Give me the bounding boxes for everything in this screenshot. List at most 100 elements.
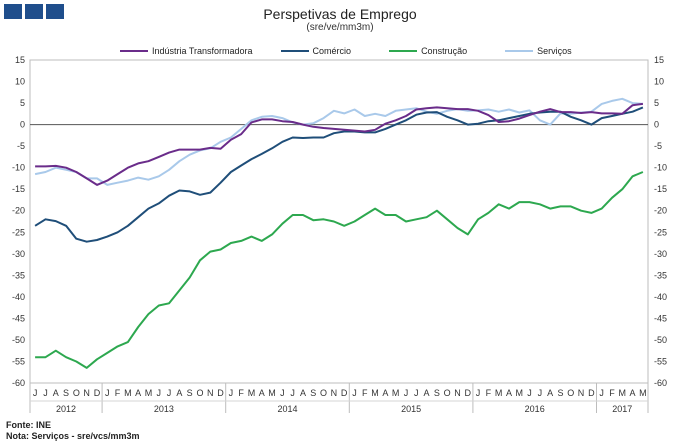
legend-label: Serviços [537,46,572,56]
y-tick-label-right: -20 [654,206,667,216]
y-tick-label-left: 5 [20,98,25,108]
y-tick-label-right: -10 [654,163,667,173]
x-month-label: N [207,388,214,398]
x-month-label: J [43,388,48,398]
x-month-label: A [176,388,182,398]
y-tick-label-left: -50 [12,335,25,345]
y-tick-label-left: -5 [17,141,25,151]
footnote: Nota: Serviços - sre/vcs/mm3m [6,431,140,441]
y-tick-label-right: -25 [654,227,667,237]
x-month-label: M [619,388,627,398]
x-month-label: F [609,388,615,398]
y-tick-label-right: -5 [654,141,662,151]
x-month-label: S [187,388,193,398]
y-tick-label-left: -60 [12,378,25,388]
x-month-label: A [382,388,388,398]
legend-item: Serviços [505,46,572,56]
legend-item: Comércio [280,46,351,56]
y-tick-label-left: -40 [12,292,25,302]
x-month-label: A [424,388,430,398]
series-line [34,97,643,186]
x-year-label: 2017 [612,404,632,414]
y-tick-label-right: -35 [654,270,667,280]
y-tick-label-left: -25 [12,227,25,237]
x-month-label: S [63,388,69,398]
y-tick-label-right: -55 [654,356,667,366]
x-month-label: M [268,388,276,398]
y-tick-label-right: -45 [654,313,667,323]
legend-label: Indústria Transformadora [152,46,253,56]
x-month-label: O [73,388,80,398]
header-block [25,4,43,19]
y-tick-label-left: -35 [12,270,25,280]
x-year-label: 2015 [401,404,421,414]
plot-frame [29,59,649,384]
legend: Indústria Transformadora Comércio Constr… [120,46,572,56]
series-line [35,102,644,186]
x-month-label: N [331,388,338,398]
x-month-label: M [639,388,647,398]
x-month-label: M [392,388,400,398]
y-tick-label-right: 10 [654,77,664,87]
header-block [4,4,22,19]
x-month-label: O [444,388,451,398]
x-month-label: O [320,388,327,398]
y-tick-label-left: -45 [12,313,25,323]
x-month-label: A [506,388,512,398]
chart-subtitle: (sre/ve/mm3m) [306,22,374,33]
x-month-label: M [145,388,153,398]
legend-swatch [120,50,148,52]
legend-swatch [505,50,534,52]
x-month-label: J [229,388,234,398]
y-tick-label-right: 0 [654,120,659,130]
source-note: Fonte: INE [6,420,51,430]
y-tick-label-left: -15 [12,184,25,194]
chart-title: Perspetivas de Emprego [263,6,417,22]
y-tick-label-right: -30 [654,249,667,259]
x-month-label: J [280,388,285,398]
x-month-label: M [516,388,524,398]
x-month-label: S [434,388,440,398]
legend-swatch [389,50,418,52]
x-month-label: F [238,388,244,398]
legend-item: Indústria Transformadora [120,46,253,56]
x-month-label: A [259,388,265,398]
x-year-label: 2014 [277,404,297,414]
y-tick-label-left: -30 [12,249,25,259]
x-month-label: F [362,388,368,398]
x-year-label: 2012 [56,404,76,414]
x-month-label: N [454,388,461,398]
x-month-label: J [404,388,409,398]
x-month-label: M [495,388,503,398]
x-month-label: J [414,388,419,398]
legend-item: Construção [389,46,467,56]
legend-swatch [280,50,309,52]
header-block [46,4,64,19]
x-month-label: A [547,388,553,398]
x-month-label: A [53,388,59,398]
y-tick-label-right: -15 [654,184,667,194]
y-tick-label-left: 0 [20,120,25,130]
x-month-label: J [157,388,162,398]
x-month-label: D [94,388,101,398]
x-month-label: J [476,388,481,398]
x-month-label: J [290,388,295,398]
x-month-label: D [588,388,595,398]
legend-label: Construção [421,46,468,56]
x-month-label: D [341,388,348,398]
y-tick-label-right: -50 [654,335,667,345]
x-year-label: 2016 [525,404,545,414]
x-month-label: J [538,388,543,398]
x-month-label: S [310,388,316,398]
y-tick-label-left: -55 [12,356,25,366]
y-tick-label-right: -60 [654,378,667,388]
x-month-label: J [33,388,38,398]
y-tick-label-left: -20 [12,206,25,216]
x-month-label: J [352,388,357,398]
x-month-label: O [196,388,203,398]
x-month-label: M [124,388,132,398]
x-month-label: F [486,388,492,398]
x-month-label: M [248,388,256,398]
x-month-label: A [135,388,141,398]
